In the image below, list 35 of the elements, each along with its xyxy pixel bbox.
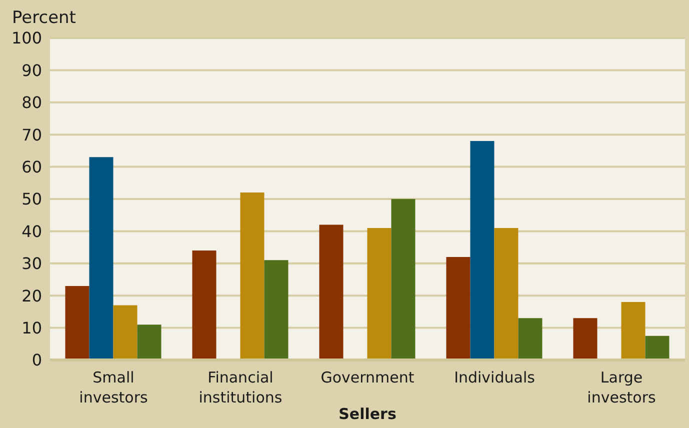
y-axis-title: Percent (12, 8, 76, 28)
bar (113, 305, 138, 360)
bar (494, 228, 518, 360)
x-axis-title: Sellers (338, 405, 398, 423)
bar (391, 199, 416, 360)
bar (367, 228, 392, 360)
y-tick-label: 40 (22, 222, 42, 241)
bar (645, 336, 670, 360)
x-tick-label: Financial institutions (198, 368, 282, 407)
y-tick-label: 10 (22, 318, 42, 338)
bar (240, 192, 264, 360)
bar (518, 318, 542, 360)
y-tick-label: 100 (11, 28, 42, 48)
y-tick-label: 90 (22, 60, 42, 80)
bar (446, 256, 470, 360)
x-tick-label: Small investors (79, 368, 148, 407)
bar (264, 260, 288, 360)
x-tick-label: Large investors (587, 368, 656, 407)
bar (65, 286, 90, 360)
bar (89, 157, 114, 360)
y-tick-label: 60 (22, 157, 42, 176)
bar (573, 318, 598, 360)
bar (192, 250, 216, 360)
bar (137, 324, 162, 360)
bar (621, 302, 646, 360)
bar (319, 224, 344, 360)
x-tick-label: Individuals (454, 368, 536, 387)
y-tick-label: 80 (22, 93, 42, 112)
bar (470, 141, 494, 360)
y-tick-label: 50 (22, 190, 42, 209)
y-tick-label: 30 (22, 254, 42, 274)
y-tick-label: 20 (22, 286, 42, 306)
y-tick-label: 0 (32, 350, 42, 370)
y-tick-label: 70 (22, 125, 42, 144)
x-tick-label: Government (320, 368, 414, 387)
